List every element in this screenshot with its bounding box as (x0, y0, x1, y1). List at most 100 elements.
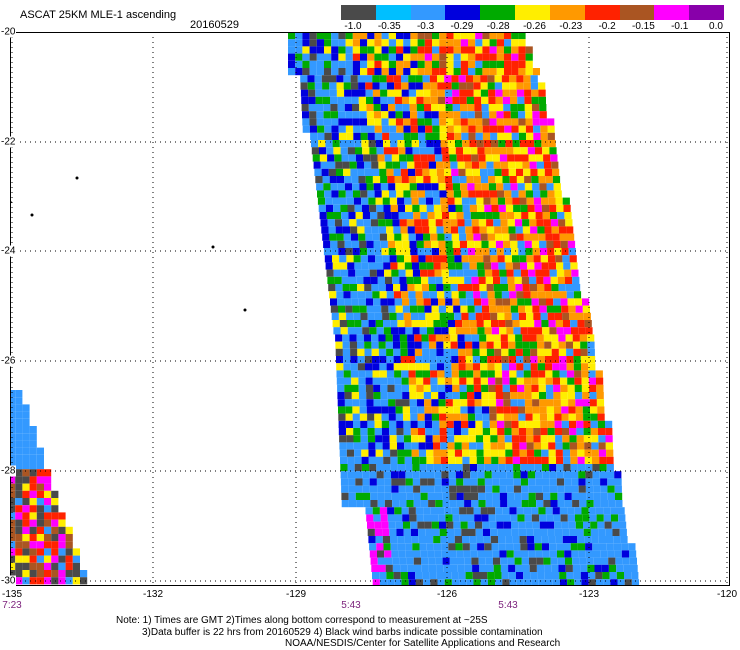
swath-cell (387, 507, 395, 515)
swath-cell (516, 370, 524, 378)
swath-cell (473, 370, 481, 378)
swath-cell (452, 104, 460, 112)
swath-cell (514, 154, 522, 162)
swath-cell (396, 68, 404, 76)
swath-cell (387, 377, 395, 385)
swath-cell (421, 334, 429, 342)
swath-cell (22, 548, 30, 556)
swath-cell (563, 327, 571, 335)
swath-cell (375, 255, 383, 263)
swath-cell (395, 413, 404, 421)
swath-cell (436, 564, 444, 572)
swath-cell (436, 572, 444, 580)
swath-cell (351, 233, 359, 241)
swath-cell (400, 161, 408, 169)
swath-cell (472, 284, 480, 292)
swath-cell (410, 528, 419, 536)
swath-cell (445, 240, 453, 248)
swath-cell (497, 197, 506, 205)
swath-cell (504, 32, 512, 40)
swath-cell (497, 190, 505, 198)
swath-cell (410, 68, 418, 76)
swath-cell (452, 176, 460, 184)
swath-cell (495, 298, 503, 306)
swath-cell (458, 75, 466, 83)
swath-cell (444, 89, 453, 97)
swath-cell (395, 305, 403, 313)
swath-cell (505, 449, 513, 457)
swath-cell (481, 183, 489, 191)
swath-cell (445, 384, 453, 392)
swath-cell (565, 219, 573, 227)
swath-cell (316, 46, 324, 54)
swath-cell (559, 363, 567, 371)
swath-cell (412, 327, 420, 335)
swath-cell (539, 399, 547, 407)
swath-cell (571, 550, 579, 558)
swath-cell (562, 528, 570, 536)
swath-cell (368, 255, 376, 263)
swath-cell (336, 89, 345, 97)
swath-cell (475, 413, 483, 421)
swath-cell (414, 219, 422, 227)
swath-cell (338, 111, 346, 119)
swath-cell (419, 456, 427, 464)
swath-cell (518, 132, 527, 140)
swath-cell (501, 348, 509, 356)
swath-cell (374, 428, 382, 436)
swath-cell (15, 447, 23, 455)
swath-cell (343, 363, 351, 371)
swath-cell (433, 536, 441, 544)
swath-cell (65, 534, 73, 542)
swath-cell (352, 46, 360, 54)
swath-cell (491, 464, 499, 472)
swath-cell (587, 341, 595, 349)
swath-cell (465, 341, 473, 349)
swath-cell (533, 125, 541, 133)
swath-cell (476, 262, 484, 270)
swath-cell (527, 464, 535, 472)
swath-cell (580, 572, 588, 580)
swath-cell (346, 132, 354, 140)
swath-cell (22, 541, 30, 549)
swath-cell (606, 543, 614, 551)
swath-cell (397, 464, 406, 472)
swath-cell (547, 521, 555, 529)
swath-cell (403, 32, 411, 40)
swath-cell (615, 500, 623, 508)
swath-cell (481, 240, 489, 248)
swath-cell (444, 233, 452, 241)
swath-cell (527, 320, 535, 328)
swath-cell (358, 176, 366, 184)
swath-cell (560, 240, 568, 248)
swath-cell (390, 464, 398, 472)
swath-cell (533, 435, 541, 443)
swath-cell (361, 464, 370, 472)
swath-cell (504, 312, 512, 320)
swath-cell (524, 240, 532, 248)
swath-cell (364, 161, 372, 169)
swath-cell (539, 104, 547, 112)
swath-cell (534, 320, 542, 328)
swath-cell (395, 514, 403, 522)
swath-cell (488, 377, 496, 385)
swath-cell (554, 305, 562, 313)
swath-cell (363, 500, 371, 508)
swath-cell (498, 536, 506, 544)
swath-cell (336, 363, 344, 371)
swath-cell (36, 519, 44, 527)
swath-cell (500, 276, 508, 284)
swath-cell (454, 435, 462, 443)
swath-cell (434, 550, 442, 558)
swath-cell (325, 262, 333, 270)
swath-cell (513, 471, 521, 479)
swath-cell (365, 75, 373, 83)
swath-cell (319, 154, 328, 162)
swath-cell (610, 507, 618, 515)
swath-cell (588, 356, 596, 364)
swath-cell (420, 478, 428, 486)
swath-cell (460, 46, 468, 54)
swath-cell (526, 428, 534, 436)
swath-cell (428, 219, 436, 227)
swath-cell (560, 514, 568, 522)
